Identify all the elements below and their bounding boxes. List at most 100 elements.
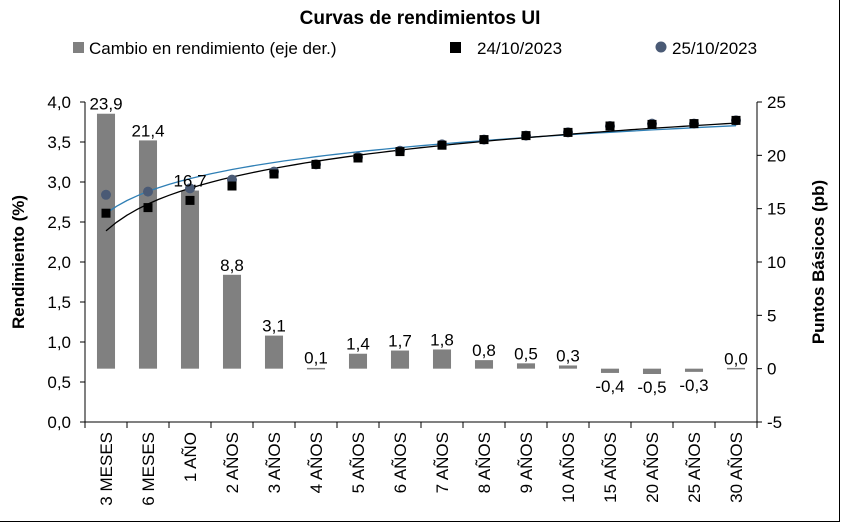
right-axis-tick-label: 15	[767, 200, 786, 219]
bar	[138, 140, 158, 369]
left-axis-tick-label: 2,0	[47, 253, 71, 272]
bar	[726, 367, 746, 370]
left-axis-tick-label: 4,0	[47, 93, 71, 112]
bar-data-label: -0,4	[595, 377, 624, 396]
bar-data-label: 0,8	[472, 341, 496, 360]
bar	[180, 190, 200, 369]
legend: Cambio en rendimiento (eje der.) 24/10/2…	[73, 39, 757, 58]
x-axis-category-label: 8 AÑOS	[475, 432, 494, 493]
data-point-24-oct	[563, 127, 573, 137]
bar-data-labels: 23,921,416,78,83,10,11,4 1,7 1,80,8 0,5 0,3-…	[89, 95, 747, 397]
left-axis-tick-label: 1,5	[47, 293, 71, 312]
bar-data-label: 0,3	[556, 346, 580, 365]
bar	[600, 368, 620, 373]
bar	[516, 363, 536, 369]
left-axis-tick-label: 0,5	[47, 373, 71, 392]
bar-data-label: 0,1	[304, 349, 328, 368]
data-point-25-oct	[101, 189, 111, 200]
data-point-24-oct	[647, 119, 657, 129]
x-axis-category-label: 4 AÑOS	[307, 432, 326, 493]
x-axis-category-label: 2 AÑOS	[223, 432, 242, 493]
trendline	[105, 125, 737, 214]
bar-data-label: 0,5	[514, 344, 538, 363]
x-axis-category-label: 6 MESES	[139, 432, 158, 506]
bar	[642, 368, 662, 374]
legend-swatch-24-oct	[450, 42, 461, 53]
bar-data-label: 1,4	[346, 335, 370, 354]
x-axis-ticks	[84, 422, 758, 428]
trendlines	[105, 122, 737, 232]
data-point-25-oct	[143, 186, 153, 197]
left-axis-tick-label: 2,5	[47, 213, 71, 232]
data-point-24-oct	[185, 195, 195, 205]
data-point-24-oct	[521, 131, 531, 141]
bar	[306, 367, 326, 370]
bar-data-label: 3,1	[262, 317, 286, 336]
point-series	[101, 115, 741, 218]
data-point-24-oct	[311, 159, 321, 169]
x-axis-category-label: 7 AÑOS	[433, 432, 452, 493]
legend-swatch-bars	[73, 42, 84, 53]
right-axis-tick-label: 0	[767, 360, 776, 379]
bar-data-label: 1,8	[430, 330, 454, 349]
bar-data-label: 23,9	[89, 95, 122, 114]
data-point-24-oct	[101, 208, 111, 218]
left-axis-title: Rendimiento (%)	[9, 195, 28, 329]
data-point-24-oct	[269, 169, 279, 179]
right-axis-tick-label: 20	[767, 146, 786, 165]
bar-data-label: 16,7	[173, 172, 206, 191]
bar	[264, 335, 284, 369]
x-axis-category-label: 1 AÑO	[181, 432, 200, 482]
x-axis-category-label: 9 AÑOS	[517, 432, 536, 493]
bar-series	[96, 113, 746, 374]
bar-data-label: 8,8	[220, 256, 244, 275]
data-point-25-oct	[185, 183, 195, 194]
bar	[558, 365, 578, 369]
bar-data-label: -0,3	[679, 376, 708, 395]
chart-title: Curvas de rendimientos UI	[300, 8, 541, 29]
left-axis-tick-label: 3,5	[47, 133, 71, 152]
bar-data-label: 21,4	[131, 121, 164, 140]
bar	[432, 349, 452, 369]
bar	[222, 274, 242, 369]
bar-data-label: 0,0	[724, 350, 748, 369]
legend-label-25-oct: 25/10/2023	[672, 39, 757, 58]
x-axis-category-label: 25 AÑOS	[685, 432, 704, 503]
left-axis-tick-label: 1,0	[47, 333, 71, 352]
x-axis-category-label: 20 AÑOS	[643, 432, 662, 503]
left-axis-tick-label: 0,0	[47, 413, 71, 432]
data-point-24-oct	[227, 181, 237, 191]
right-axis-tick-label: -5	[767, 413, 782, 432]
bar	[684, 368, 704, 372]
bar	[96, 113, 116, 369]
bar	[390, 350, 410, 369]
legend-label-24-oct: 24/10/2023	[477, 39, 562, 58]
bar-data-label: 1,7	[388, 332, 412, 351]
right-axis-tick-label: 10	[767, 253, 786, 272]
x-axis-category-label: 6 AÑOS	[391, 432, 410, 493]
bar	[348, 353, 368, 369]
left-axis-tick-labels: 0,0 0,5 1,0 1,5 2,0 2,5 3,0 3,5 4,0	[47, 93, 85, 432]
data-point-24-oct	[353, 153, 363, 163]
right-axis-title: Puntos Básicos (pb)	[809, 180, 828, 344]
legend-label-bars: Cambio en rendimiento (eje der.)	[89, 39, 337, 58]
right-axis-tick-label: 5	[767, 306, 776, 325]
data-point-24-oct	[605, 121, 615, 131]
x-axis-category-label: 15 AÑOS	[601, 432, 620, 503]
bar-data-label: -0,5	[637, 378, 666, 397]
data-point-24-oct	[437, 140, 447, 150]
x-axis-category-label: 3 AÑOS	[265, 432, 284, 493]
right-axis-tick-label: 25	[767, 93, 786, 112]
legend-swatch-25-oct	[655, 41, 667, 53]
x-axis-category-label: 3 MESES	[97, 432, 116, 506]
data-point-24-oct	[731, 115, 741, 125]
x-axis-tick-labels: 3 MESES 6 MESES 1 AÑO 2 AÑOS 3 AÑOS 4 AÑOS 5 A…	[97, 432, 746, 506]
x-axis-category-label: 5 AÑOS	[349, 432, 368, 493]
bar	[474, 360, 494, 369]
x-axis-category-label: 10 AÑOS	[559, 432, 578, 503]
right-axis-tick-labels: -5 0 5 10 15 20 25	[757, 93, 786, 432]
data-point-24-oct	[143, 203, 153, 213]
trendline	[105, 122, 737, 232]
